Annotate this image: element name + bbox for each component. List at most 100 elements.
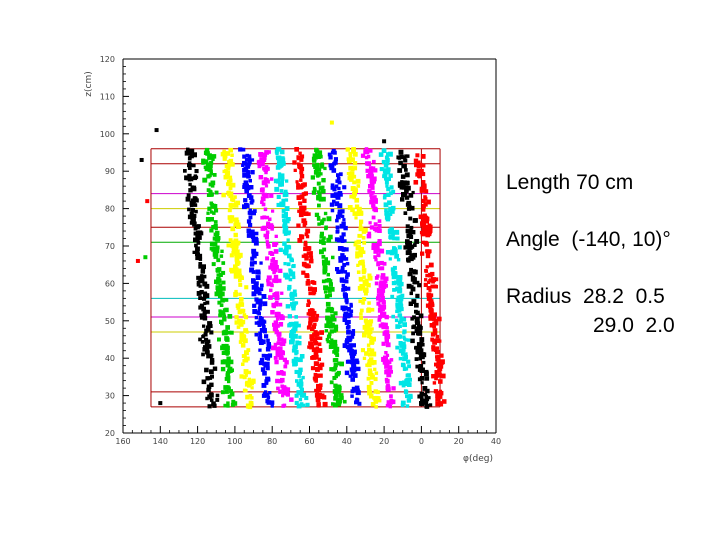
- data-point: [194, 175, 199, 179]
- data-point: [254, 231, 259, 236]
- data-point: [338, 256, 342, 260]
- data-point: [208, 173, 212, 178]
- data-point: [426, 292, 431, 298]
- data-point: [247, 154, 252, 159]
- data-point: [296, 223, 301, 228]
- data-point: [402, 363, 406, 368]
- data-point: [231, 248, 236, 252]
- data-point: [247, 157, 252, 161]
- data-point: [243, 180, 249, 185]
- data-point: [356, 270, 361, 274]
- data-point: [293, 333, 298, 339]
- data-point: [231, 250, 235, 255]
- data-point: [399, 344, 403, 348]
- data-point: [424, 394, 429, 399]
- data-point: [319, 164, 325, 169]
- data-point: [316, 215, 321, 220]
- data-point: [230, 240, 235, 245]
- data-point: [389, 358, 394, 362]
- data-point: [251, 285, 257, 290]
- data-point: [248, 208, 252, 212]
- data-point: [407, 204, 412, 209]
- data-point: [297, 238, 303, 243]
- data-point: [258, 333, 263, 338]
- data-point: [226, 401, 230, 405]
- data-point: [283, 232, 288, 236]
- data-point: [407, 364, 411, 369]
- y-tick-label: 80: [105, 205, 115, 214]
- data-point: [348, 374, 352, 378]
- data-point: [439, 374, 443, 378]
- data-point: [258, 318, 263, 322]
- data-point: [223, 154, 228, 159]
- data-point: [187, 178, 191, 182]
- data-point: [299, 157, 304, 162]
- data-point: [291, 306, 296, 311]
- data-point: [397, 275, 403, 280]
- data-point: [410, 253, 414, 257]
- data-point: [206, 353, 211, 359]
- data-point: [332, 150, 337, 155]
- data-point: [395, 309, 399, 313]
- data-point: [409, 267, 413, 272]
- data-point: [284, 360, 289, 365]
- data-point: [414, 328, 420, 334]
- data-point: [406, 154, 410, 158]
- data-point: [352, 349, 357, 355]
- data-point: [198, 262, 203, 266]
- data-point: [332, 402, 338, 408]
- data-point: [364, 329, 370, 335]
- data-point: [278, 322, 284, 327]
- data-point: [201, 306, 206, 312]
- data-point: [201, 379, 207, 385]
- data-point: [339, 277, 345, 282]
- data-point: [400, 174, 406, 179]
- data-point: [438, 401, 442, 405]
- data-point: [225, 375, 231, 380]
- data-point: [269, 400, 275, 405]
- data-point: [213, 247, 218, 252]
- data-point: [377, 239, 382, 244]
- data-point: [337, 180, 342, 185]
- data-point: [409, 235, 414, 239]
- data-point: [329, 306, 333, 311]
- data-point: [334, 201, 340, 207]
- data-point: [332, 389, 338, 394]
- data-point: [216, 258, 221, 263]
- data-point: [358, 260, 363, 266]
- data-point: [348, 343, 352, 347]
- data-point: [245, 330, 249, 334]
- data-point: [400, 403, 405, 408]
- data-point: [385, 404, 390, 408]
- data-point: [366, 326, 371, 331]
- data-point: [221, 343, 227, 349]
- data-point: [302, 223, 307, 228]
- data-point: [292, 359, 297, 363]
- data-point: [382, 314, 386, 318]
- data-point: [321, 279, 326, 284]
- data-point: [298, 151, 302, 155]
- data-point: [348, 171, 352, 176]
- data-point: [349, 174, 354, 180]
- data-point: [306, 299, 311, 303]
- data-point: [432, 324, 437, 329]
- data-point: [428, 278, 433, 283]
- data-point: [324, 294, 330, 299]
- data-point: [262, 301, 268, 307]
- data-point: [226, 356, 231, 361]
- data-point: [333, 358, 339, 363]
- data-point: [316, 383, 320, 388]
- data-point: [330, 309, 334, 314]
- data-point: [274, 295, 280, 301]
- data-point: [242, 204, 247, 210]
- data-point: [275, 300, 279, 305]
- data-point: [229, 391, 235, 397]
- data-point: [375, 243, 379, 247]
- data-point: [383, 279, 388, 284]
- data-point: [226, 243, 231, 248]
- data-point: [352, 211, 357, 216]
- data-point: [317, 342, 322, 346]
- data-point: [350, 330, 355, 335]
- data-point: [205, 350, 210, 355]
- data-point: [287, 253, 292, 259]
